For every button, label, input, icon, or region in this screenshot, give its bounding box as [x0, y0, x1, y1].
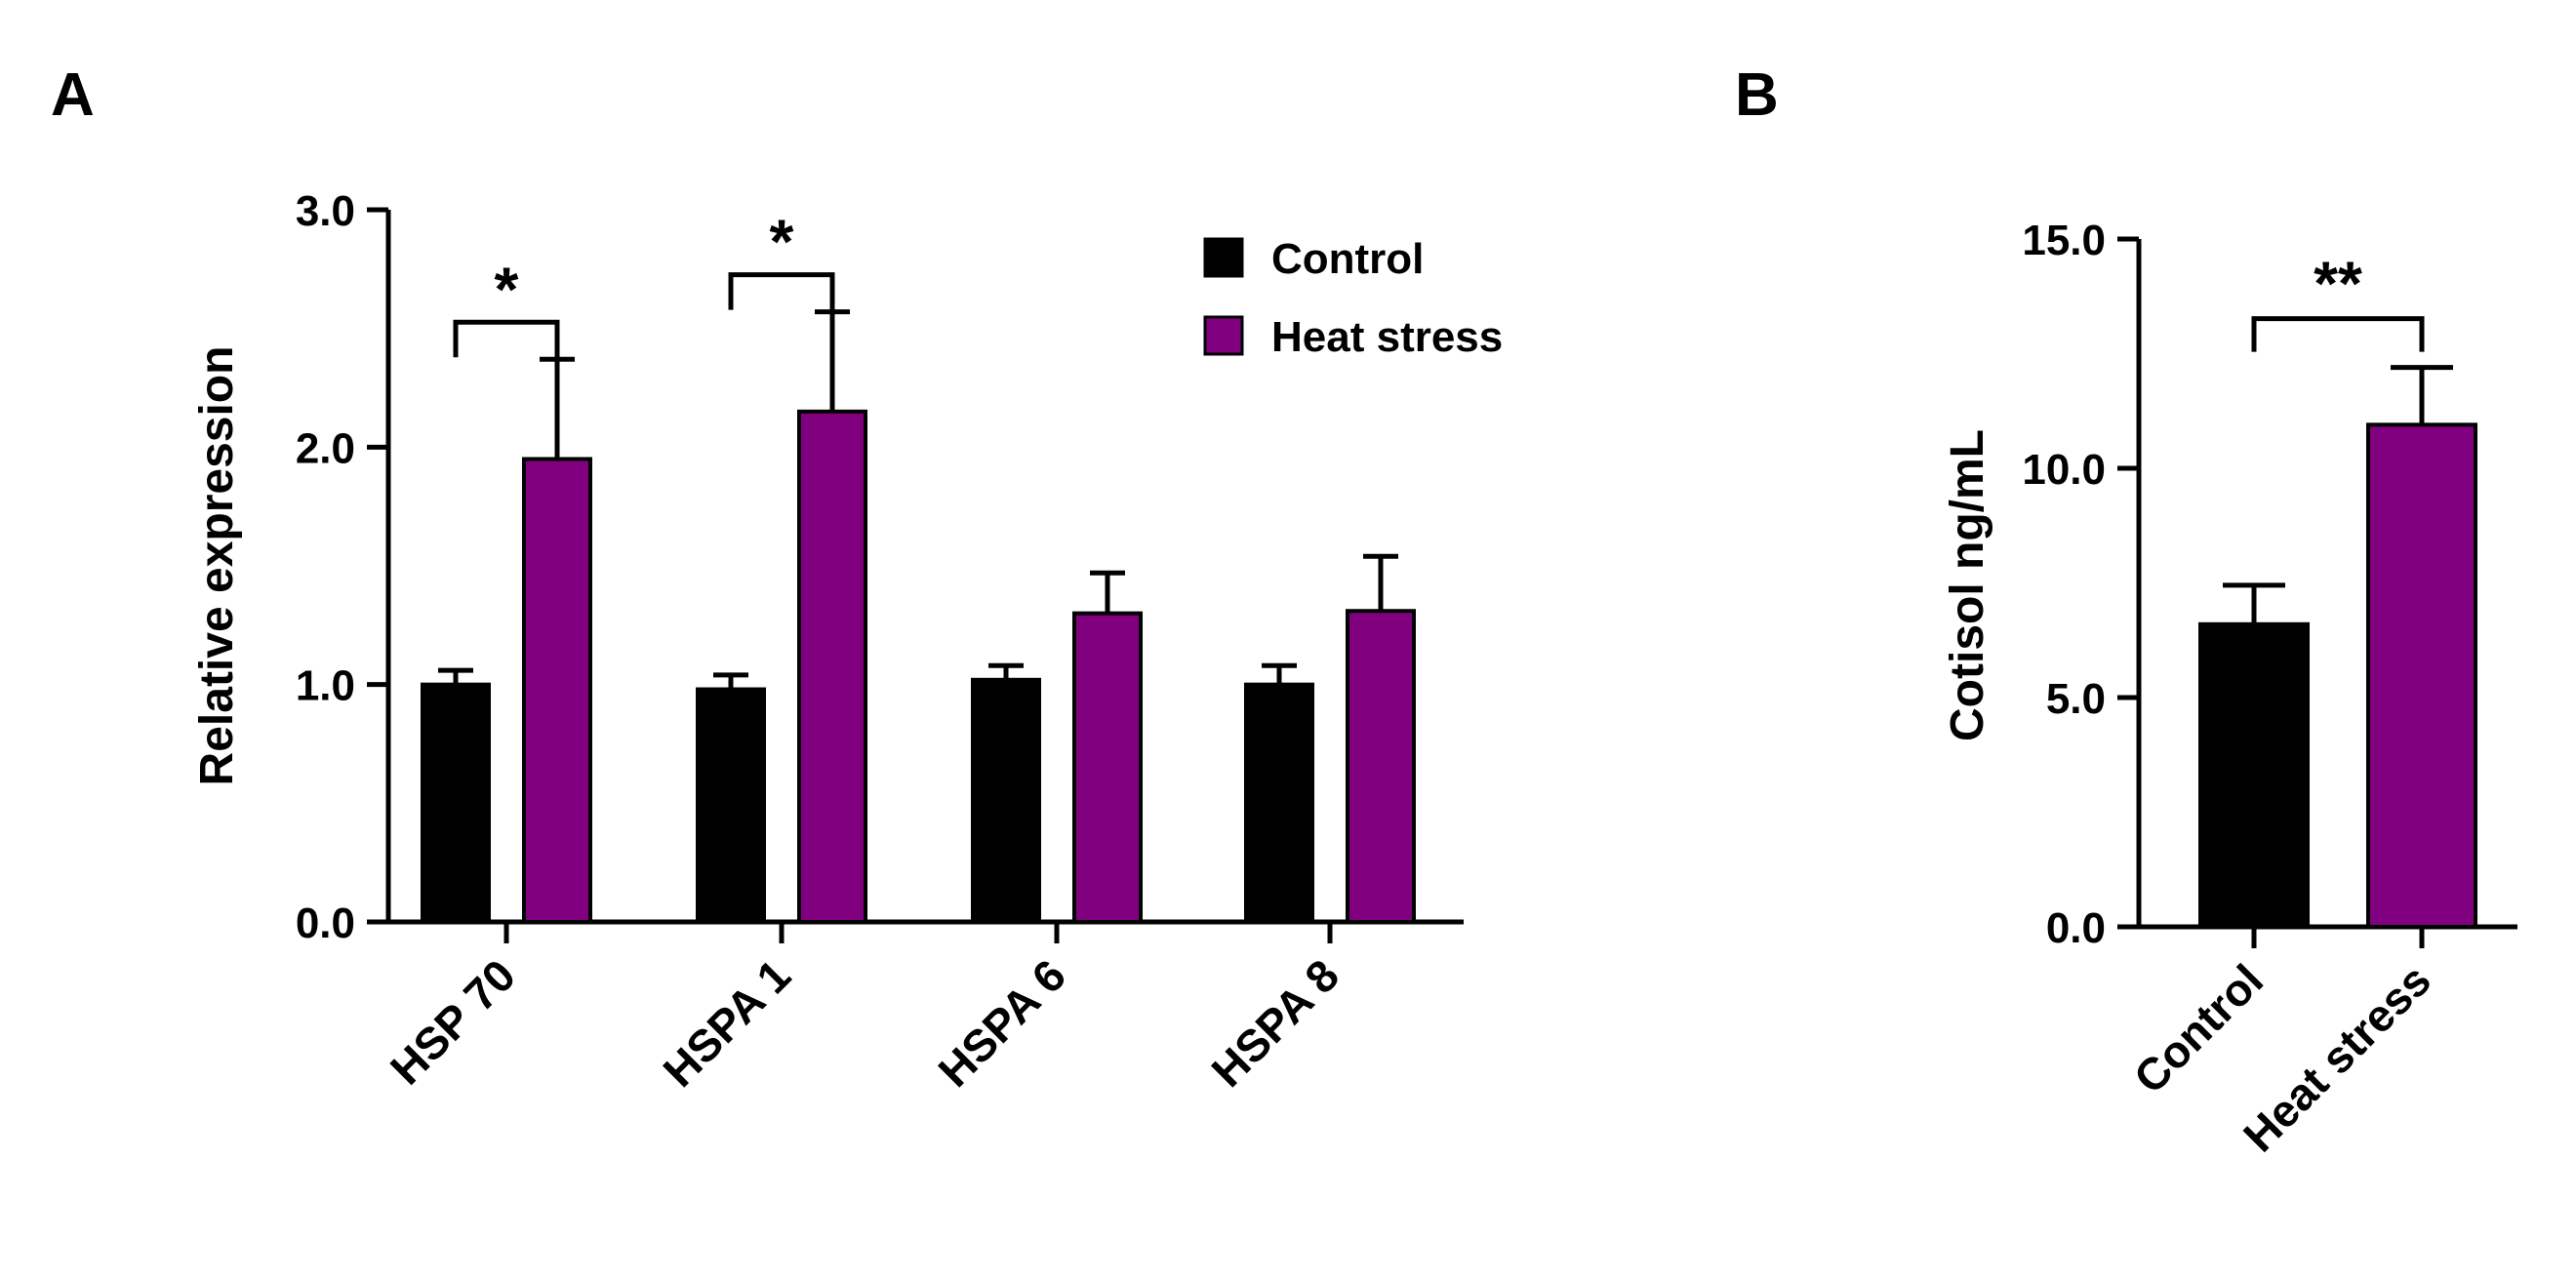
- panel-label-a: A: [51, 61, 95, 129]
- bar-control-hsp-70: [421, 682, 491, 925]
- y-tick-label: 3.0: [296, 187, 355, 235]
- bar-heat-stress: [2366, 422, 2477, 930]
- bar-heat-stress-hsp-70: [522, 457, 592, 924]
- significance-label-hspa-1: *: [770, 207, 794, 277]
- bar-control-hspa-6: [971, 677, 1041, 924]
- y-tick-label: 10.0: [2022, 446, 2106, 494]
- y-tick-label: 0.0: [296, 899, 355, 947]
- significance-label-hsp-70: *: [495, 254, 519, 324]
- legend-swatch-heat-stress: [1203, 315, 1244, 356]
- bar-control: [2198, 621, 2310, 929]
- significance-bracket: [2251, 316, 2425, 352]
- significance-bracket-hsp-70: [453, 319, 560, 358]
- legend-swatch-control: [1203, 237, 1244, 278]
- x-tick-label-hspa-1: HSPA 1: [653, 949, 800, 1097]
- y-axis-title: Cotisol ng/mL: [1942, 429, 1993, 741]
- y-tick-label: 1.0: [296, 662, 355, 710]
- x-tick-label-hspa-6: HSPA 6: [928, 949, 1075, 1097]
- y-tick-label: 5.0: [2046, 675, 2106, 723]
- y-tick-label: 15.0: [2022, 217, 2106, 264]
- chart-a-relative-expression: 0.0 1.0 2.0 3.0 Relative expression HSP 70 HSP…: [191, 187, 1503, 1097]
- x-tick-label-control: Control: [2124, 954, 2273, 1102]
- x-tick-label-hsp-70: HSP 70: [381, 949, 525, 1094]
- panel-label-b: B: [1735, 61, 1779, 129]
- significance-label: **: [2314, 249, 2362, 319]
- legend-label-heat-stress: Heat stress: [1271, 313, 1503, 361]
- y-axis-title: Relative expression: [191, 346, 243, 786]
- y-tick-label: 0.0: [2046, 904, 2106, 952]
- bar-heat-stress-hspa-6: [1072, 611, 1143, 925]
- bar-control-hspa-1: [696, 687, 766, 924]
- significance-bracket-hspa-1: [728, 272, 835, 310]
- x-tick-label-hspa-8: HSPA 8: [1201, 949, 1348, 1097]
- bar-control-hspa-8: [1244, 682, 1314, 925]
- y-tick-label: 2.0: [296, 424, 355, 472]
- bar-heat-stress-hspa-1: [797, 409, 867, 925]
- legend-label-control: Control: [1271, 235, 1424, 283]
- bar-heat-stress-hspa-8: [1346, 609, 1416, 924]
